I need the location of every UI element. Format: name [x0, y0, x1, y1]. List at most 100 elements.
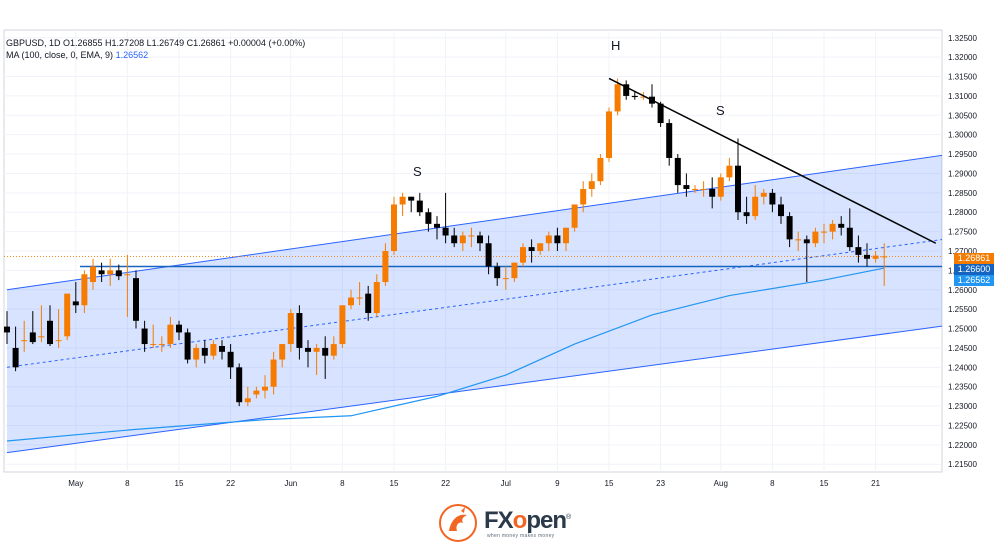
candle-body	[571, 204, 578, 228]
y-tick-label: 1.24500	[948, 344, 977, 353]
candle-body	[623, 84, 630, 96]
candle-body	[580, 188, 587, 205]
candle-body	[881, 256, 888, 258]
candle-body	[12, 347, 19, 368]
candle-body	[90, 266, 96, 283]
chart-area[interactable]: 1.32500 1.32000 1.31500 1.31000 1.30500 1.300…	[0, 26, 1000, 498]
x-tick-label: 15	[390, 479, 399, 488]
candle-body	[313, 347, 320, 352]
candle-body	[477, 235, 483, 244]
y-tick-label: 1.31500	[948, 73, 977, 82]
candle-body	[339, 305, 346, 345]
y-tick-label: 1.32500	[948, 34, 977, 43]
x-tick-label: Aug	[714, 479, 728, 488]
x-tick-label: 15	[175, 479, 184, 488]
y-tick-label: 1.28000	[948, 208, 977, 217]
candle-body	[657, 103, 664, 124]
candle-body	[494, 266, 501, 279]
candle-body	[803, 239, 810, 244]
candle-body	[296, 313, 303, 348]
candle-body	[846, 227, 853, 248]
y-tick-label: 1.22000	[948, 441, 977, 450]
y-tick-label: 1.22500	[948, 421, 977, 430]
neckline-trendline	[608, 77, 937, 244]
candle-body	[674, 157, 681, 186]
candle-body	[365, 293, 372, 314]
y-tick-label: 1.30500	[948, 111, 977, 120]
candle-body	[305, 347, 311, 352]
candle-body	[786, 216, 793, 240]
candle-body	[855, 247, 862, 255]
candle-body	[330, 344, 337, 356]
y-tick-label: 1.24000	[948, 363, 977, 372]
candle-body	[270, 359, 277, 387]
candle-body	[348, 297, 354, 306]
candle-body	[829, 223, 836, 232]
candle-body	[124, 274, 131, 276]
candle-body	[38, 336, 45, 338]
annotation-head: H	[611, 38, 621, 53]
x-tick-label: 8	[770, 479, 775, 488]
candle-body	[614, 84, 621, 112]
candle-body	[391, 204, 397, 251]
candle-body	[262, 386, 268, 391]
y-tick-label: 1.25000	[948, 325, 977, 334]
candle-body	[700, 188, 707, 190]
candle-body	[399, 196, 406, 205]
candle-body	[4, 326, 10, 333]
legend-ma-value: 1.26562	[115, 50, 149, 60]
candle-body	[752, 196, 759, 217]
candle-body	[537, 243, 544, 251]
x-tick-label: 9	[555, 479, 560, 488]
y-tick-label: 1.27500	[948, 228, 977, 237]
x-tick-label: 8	[125, 479, 130, 488]
candle-body	[184, 332, 191, 360]
candle-body	[769, 192, 776, 205]
y-tick-label: 1.21500	[948, 460, 977, 469]
fxopen-wordmark: FXopen®	[484, 507, 571, 534]
candle-body	[81, 274, 88, 306]
candle-body	[726, 165, 733, 178]
candle-body	[141, 328, 148, 345]
candle-body	[176, 324, 182, 333]
candle-body	[167, 324, 174, 345]
y-tick-label: 1.23000	[948, 402, 977, 411]
candle-body	[528, 247, 535, 251]
candle-body	[133, 278, 139, 321]
candle-body	[227, 351, 234, 368]
fxopen-logo: FXopen® when money makes money	[437, 503, 587, 543]
x-tick-label: 21	[871, 479, 880, 488]
candle-body	[597, 157, 604, 182]
candle-body	[631, 95, 638, 98]
candle-body	[717, 177, 724, 197]
candle-body	[554, 235, 561, 244]
x-tick-label: 23	[656, 479, 665, 488]
annotation-right-shoulder: S	[716, 103, 725, 118]
x-tick-label: 15	[605, 479, 614, 488]
candle-body	[545, 235, 552, 244]
x-tick-label: 22	[441, 479, 450, 488]
candle-body	[640, 96, 647, 98]
x-tick-label: May	[68, 479, 83, 488]
candle-body	[287, 313, 294, 345]
candle-body	[193, 347, 200, 360]
candle-body	[442, 227, 449, 236]
candle-body	[838, 223, 845, 228]
candle-body	[743, 212, 750, 217]
candle-body	[115, 270, 122, 277]
x-tick-label: 15	[820, 479, 829, 488]
candle-body	[21, 340, 28, 342]
legend-ma: MA (100, close, 0, EMA, 9) 1.26562	[6, 49, 305, 61]
chart-legend: GBPUSD, 1D O1.26855 H1.27208 L1.26749 C1…	[6, 37, 305, 61]
candle-body	[864, 254, 870, 259]
candle-body	[451, 235, 458, 244]
x-tick-label: Jun	[284, 479, 297, 488]
candle-body	[588, 181, 595, 189]
candle-body	[322, 347, 329, 356]
candle-body	[872, 255, 879, 259]
candle-body	[795, 239, 802, 241]
candle-body	[502, 278, 509, 280]
candle-body	[47, 320, 53, 345]
y-tick-label: 1.30000	[948, 131, 977, 140]
candle-body	[356, 297, 363, 299]
